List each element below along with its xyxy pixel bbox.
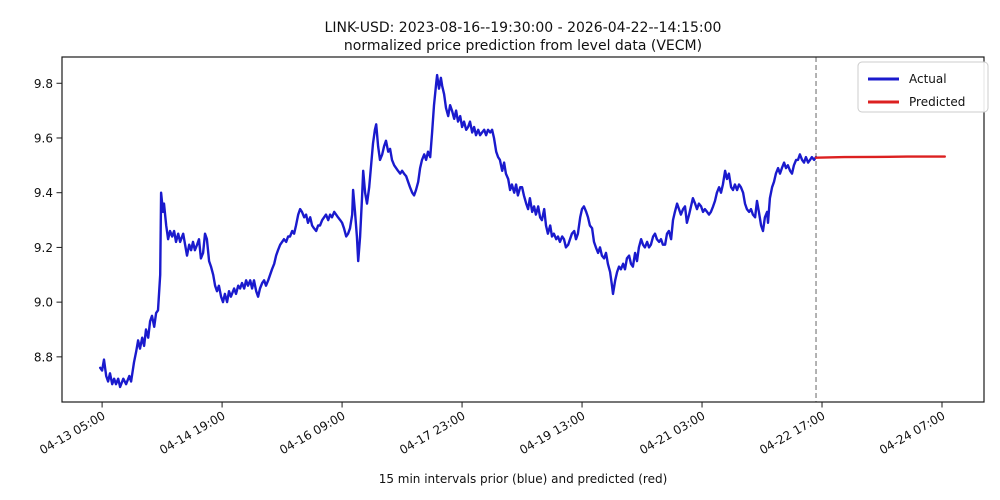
series-predicted-line [814,155,946,159]
y-tick-label: 9.8 [34,77,53,91]
x-tick-label: 04-19 13:00 [517,408,587,457]
plot-border [61,56,985,403]
x-tick-label: 04-16 09:00 [277,408,347,457]
series-actual-line [98,73,818,389]
legend: Actual Predicted [857,61,989,113]
plot-background [62,57,984,402]
chart-title: LINK-USD: 2023-08-16--19:30:00 - 2026-04… [325,20,722,36]
x-tick-label: 04-21 03:00 [637,408,707,457]
legend-actual-label: Actual [909,72,947,86]
x-tick-label: 04-22 17:00 [757,408,827,457]
legend-predicted-label: Predicted [909,95,965,109]
plot-area: 8.8 9.0 9.2 9.4 9.6 9.8 04-13 05:00 04-14 19:00… [34,56,985,457]
x-tick-label: 04-24 07:00 [877,408,947,457]
x-axis-label: 15 min intervals prior (blue) and predic… [379,472,668,486]
y-tick-label: 9.0 [34,296,53,310]
y-tick-label: 9.2 [34,241,53,255]
x-tick-label: 04-13 05:00 [37,408,107,457]
legend-box [857,61,989,113]
chart-subtitle: normalized price prediction from level d… [344,38,702,54]
y-tick-label: 8.8 [34,350,53,364]
y-tick-label: 9.6 [34,131,53,145]
y-tick-label: 9.4 [34,186,53,200]
x-tick-label: 04-17 23:00 [397,408,467,457]
x-tick-label: 04-14 19:00 [157,408,227,457]
